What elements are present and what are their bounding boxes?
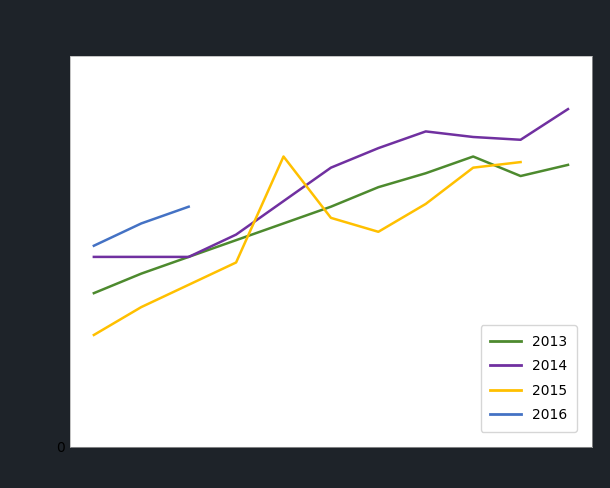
Legend: 2013, 2014, 2015, 2016: 2013, 2014, 2015, 2016 — [481, 325, 577, 432]
